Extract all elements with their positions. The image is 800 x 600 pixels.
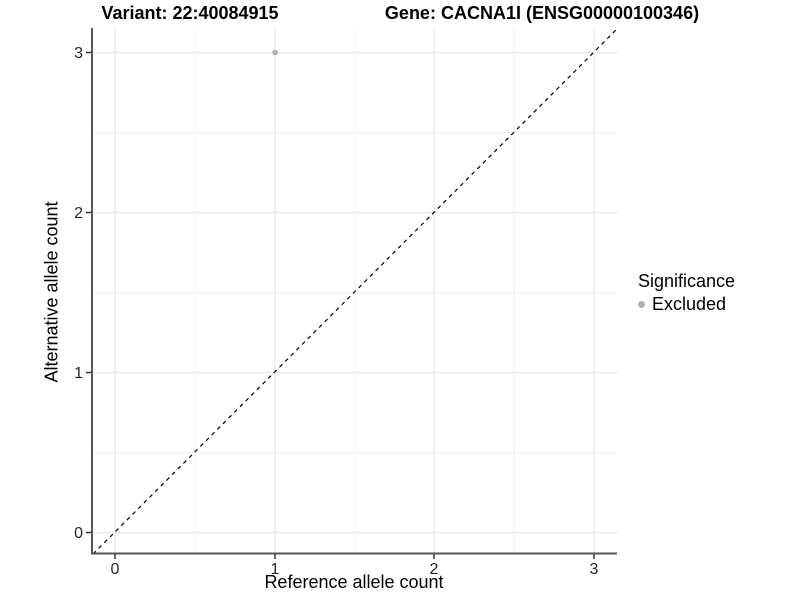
x-tick-0: 0	[111, 561, 120, 578]
y-tick-0: 0	[74, 525, 83, 542]
legend: Significance Excluded	[638, 271, 735, 315]
tick-marks	[86, 51, 595, 559]
legend-title: Significance	[638, 271, 736, 291]
x-tick-labels: 0 1 2 3	[111, 561, 599, 578]
y-tick-2: 2	[74, 205, 83, 222]
axis-lines	[91, 28, 617, 555]
x-tick-3: 3	[590, 561, 599, 578]
y-axis-title: Alternative allele count	[41, 201, 62, 383]
excluded-point-icon	[638, 301, 645, 308]
x-tick-1: 1	[271, 561, 280, 578]
data-point-excluded	[272, 49, 278, 56]
x-axis-title: Reference allele count	[264, 572, 444, 592]
gene-title: Gene: CACNA1I (ENSG00000100346)	[384, 3, 700, 23]
x-tick-2: 2	[430, 561, 439, 578]
minor-gridlines	[92, 28, 617, 553]
major-gridlines	[92, 28, 617, 553]
legend-entry-label: Excluded	[652, 294, 727, 314]
variant-title: Variant: 22:40084915	[101, 3, 279, 23]
y-tick-3: 3	[74, 45, 83, 62]
legend-entry-excluded: Excluded	[638, 294, 735, 315]
y-tick-1: 1	[74, 365, 83, 382]
y-tick-labels: 0 1 2 3	[74, 45, 83, 542]
identity-reference-line	[92, 27, 619, 555]
